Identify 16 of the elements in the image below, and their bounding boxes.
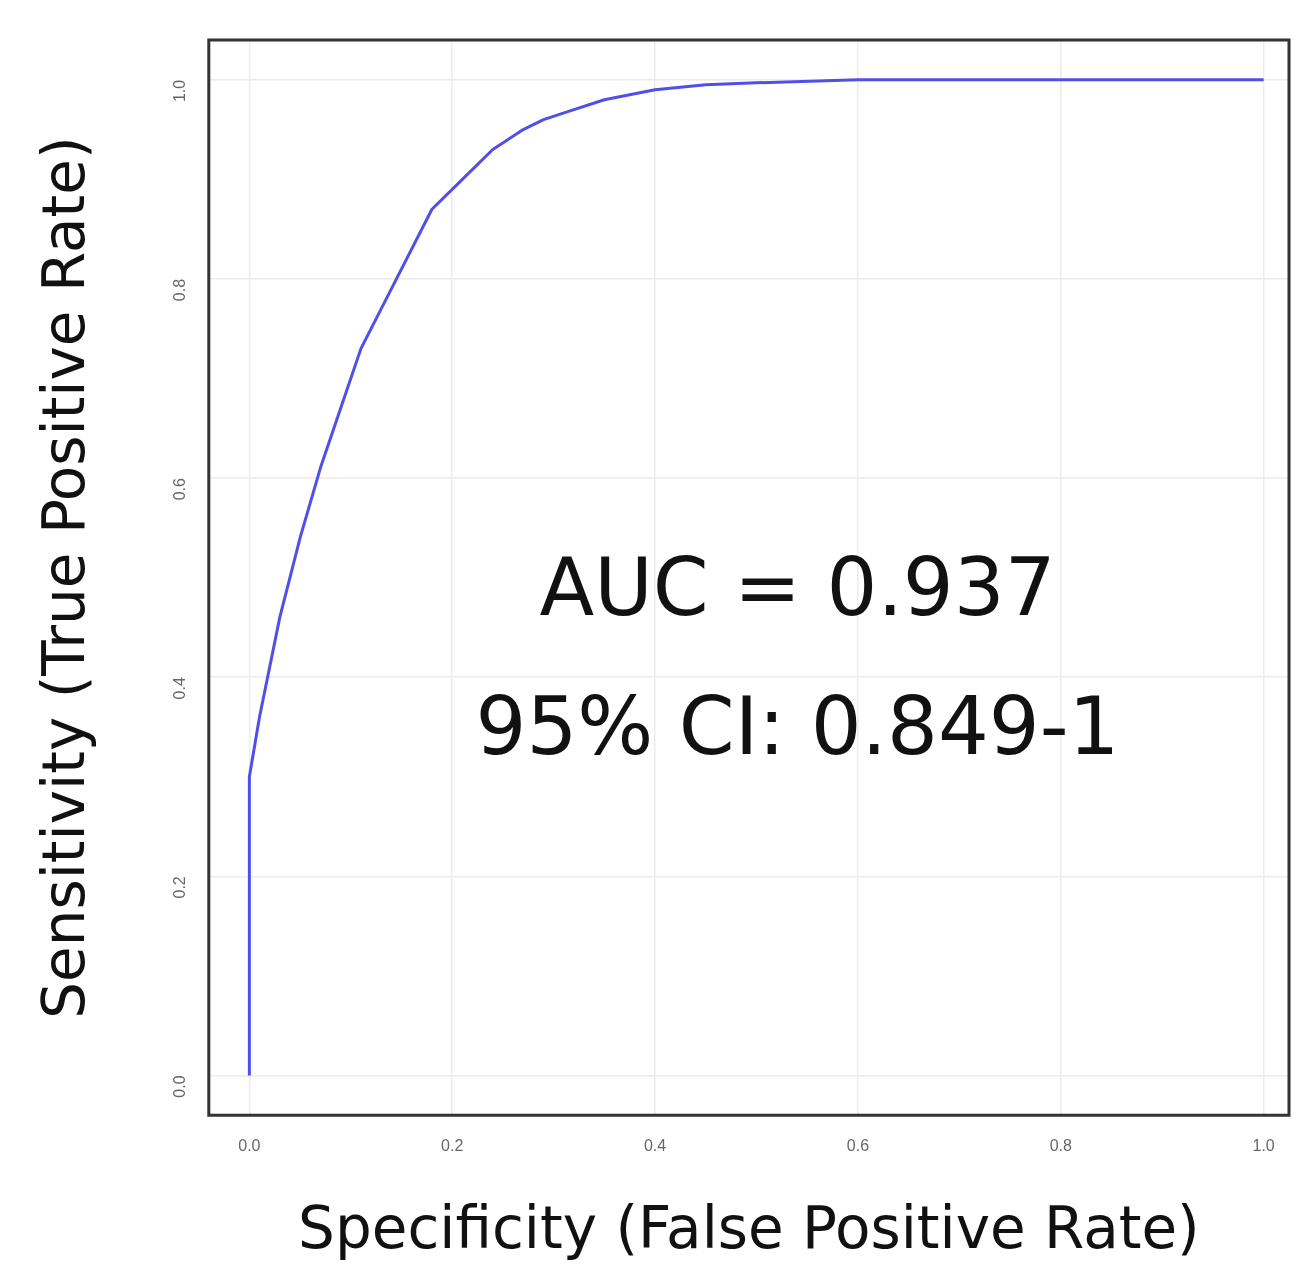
x-tick-label: 0.2 [441, 1137, 464, 1155]
y-tick-label: 0.2 [171, 876, 189, 899]
x-axis-title: Specificity (False Positive Rate) [298, 1194, 1200, 1263]
y-tick-label: 0.4 [171, 677, 189, 700]
y-tick-label: 1.0 [171, 79, 189, 103]
y-tick-label: 0.0 [171, 1075, 189, 1098]
x-tick-label: 0.8 [1049, 1137, 1073, 1155]
x-tick-label: 0.0 [238, 1137, 261, 1155]
x-tick-label: 0.6 [846, 1137, 870, 1155]
y-tick-label: 0.8 [171, 278, 189, 302]
x-tick-label: 1.0 [1252, 1137, 1275, 1155]
y-axis-title: Sensitivity (True Positive Rate) [29, 136, 98, 1019]
annotation: 95% CI: 0.849-1 [475, 680, 1120, 774]
y-tick-label: 0.6 [171, 477, 189, 501]
x-tick-label: 0.4 [643, 1137, 667, 1155]
annotation: AUC = 0.937 [539, 540, 1056, 634]
